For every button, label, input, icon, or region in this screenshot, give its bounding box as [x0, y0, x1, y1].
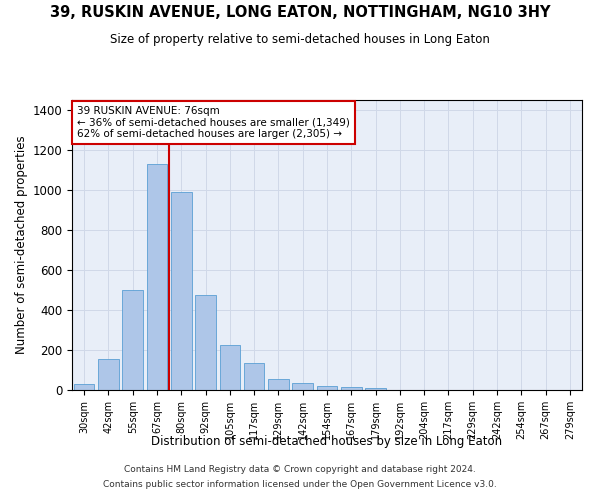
Y-axis label: Number of semi-detached properties: Number of semi-detached properties [16, 136, 28, 354]
Bar [292, 383, 313, 390]
Bar [268, 379, 289, 390]
Text: 39, RUSKIN AVENUE, LONG EATON, NOTTINGHAM, NG10 3HY: 39, RUSKIN AVENUE, LONG EATON, NOTTINGHA… [50, 5, 550, 20]
Bar [317, 386, 337, 390]
Bar [122, 290, 143, 390]
Bar [220, 345, 240, 390]
Bar [98, 359, 119, 390]
Bar [74, 384, 94, 390]
Bar [171, 192, 191, 390]
Bar [341, 387, 362, 390]
Bar [146, 164, 167, 390]
Text: Size of property relative to semi-detached houses in Long Eaton: Size of property relative to semi-detach… [110, 32, 490, 46]
Bar [195, 295, 216, 390]
Text: Contains HM Land Registry data © Crown copyright and database right 2024.: Contains HM Land Registry data © Crown c… [124, 465, 476, 474]
Text: 39 RUSKIN AVENUE: 76sqm
← 36% of semi-detached houses are smaller (1,349)
62% of: 39 RUSKIN AVENUE: 76sqm ← 36% of semi-de… [77, 106, 350, 139]
Text: Contains public sector information licensed under the Open Government Licence v3: Contains public sector information licen… [103, 480, 497, 489]
Bar [244, 363, 265, 390]
Text: Distribution of semi-detached houses by size in Long Eaton: Distribution of semi-detached houses by … [151, 435, 503, 448]
Bar [365, 388, 386, 390]
